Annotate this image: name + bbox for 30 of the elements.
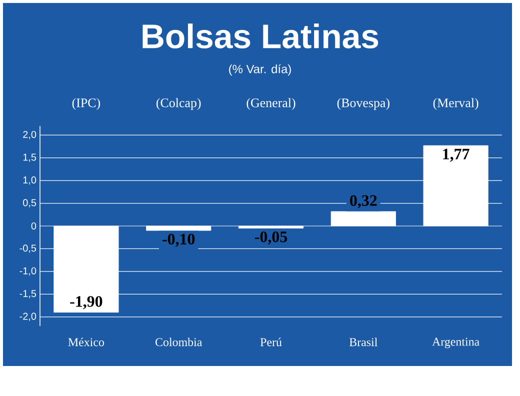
y-tick-label: 2,0 — [23, 130, 36, 140]
bar — [54, 226, 119, 313]
data-label: -0,10 — [162, 234, 195, 247]
x-tick-label: Colombia — [156, 338, 202, 346]
y-tick-label: 1,0 — [23, 176, 36, 185]
text: (General) — [246, 98, 296, 110]
bar — [238, 226, 304, 228]
y-tick-label: -2,0 — [20, 312, 36, 322]
chart-subtitle: (% Var. día) — [229, 64, 291, 76]
bar — [423, 145, 488, 226]
bar — [146, 226, 212, 231]
x-tick-label: Argentina — [432, 338, 480, 348]
x-tick-label: México — [68, 338, 104, 346]
data-label: 1,77 — [443, 148, 470, 162]
y-tick-label: 0,5 — [23, 199, 36, 208]
y-tick-label: -1,0 — [20, 267, 36, 276]
y-tick-label: -0,5 — [20, 244, 36, 253]
y-tick-label: 1,5 — [23, 154, 36, 162]
data-label: -0,05 — [254, 231, 288, 245]
chart-title: Bolsas Latinas — [142, 24, 378, 48]
y-tick-label: 0 — [31, 222, 36, 230]
x-tick-label: Brasil — [349, 338, 378, 346]
y-tick-label: -1,5 — [20, 290, 36, 298]
text: (IPC) — [72, 98, 100, 110]
text: (Merval) — [433, 98, 478, 110]
data-label: 0,32 — [350, 195, 377, 208]
text: (Bovespa) — [337, 98, 390, 110]
x-tick-label: Perú — [260, 338, 282, 346]
text: (Colcap) — [156, 98, 201, 110]
data-label: -1,90 — [70, 296, 102, 310]
